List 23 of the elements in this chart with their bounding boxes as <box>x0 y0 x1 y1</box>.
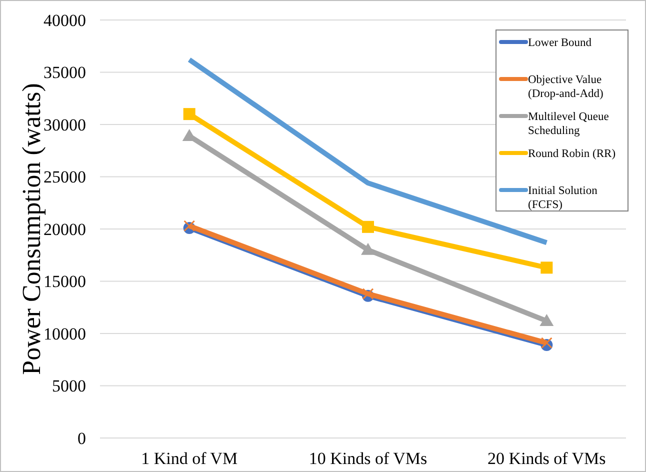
x-tick-label: 10 Kinds of VMs <box>308 449 428 468</box>
legend-label: Initial Solution (FCFS) <box>528 185 598 211</box>
x-tick-label: 20 Kinds of VMs <box>488 449 606 468</box>
y-tick-label: 25000 <box>44 168 86 187</box>
legend-label: Round Robin (RR) <box>528 148 616 160</box>
y-tick-label: 30000 <box>44 115 86 134</box>
x-tick-label: 1 Kind of VM <box>141 449 238 468</box>
y-tick-label: 20000 <box>44 220 86 239</box>
legend-label: Lower Bound <box>528 37 592 50</box>
legend-label: Multilevel Queue Scheduling <box>528 111 609 137</box>
point <box>540 314 554 326</box>
y-tick-label: 10000 <box>44 324 86 344</box>
point <box>183 108 196 120</box>
y-tick-label: 0 <box>78 428 86 448</box>
legend-label: Objective Value (Drop-and-Add) <box>528 74 604 100</box>
y-tick-label: 40000 <box>44 10 86 30</box>
point <box>540 262 553 274</box>
point <box>361 242 375 255</box>
point <box>362 220 374 233</box>
y-tick-label: 15000 <box>44 272 86 292</box>
y-axis-title: Power Consumption (watts) <box>17 83 46 375</box>
y-tick-label: 35000 <box>44 63 86 82</box>
y-tick-label: 5000 <box>52 376 86 396</box>
